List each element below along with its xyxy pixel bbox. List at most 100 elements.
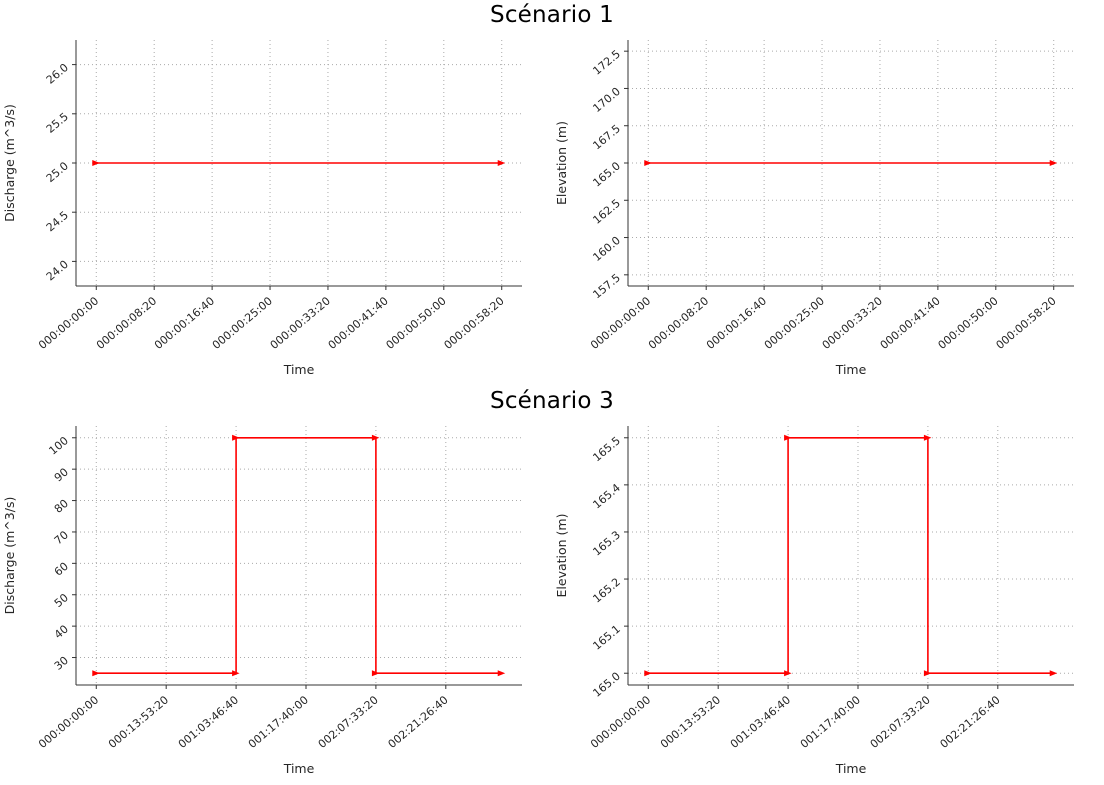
data-point-marker xyxy=(497,670,506,677)
y-tick-label: 165.2 xyxy=(590,575,622,605)
y-tick-label: 165.1 xyxy=(590,622,622,652)
y-tick-label: 165.0 xyxy=(590,670,622,700)
y-tick-label: 70 xyxy=(52,528,71,547)
x-axis-label: Time xyxy=(283,362,315,377)
x-tick-label: 000:00:00:00 xyxy=(36,294,101,352)
data-point-marker xyxy=(371,434,380,441)
x-tick-label: 001:03:46:40 xyxy=(176,693,241,751)
x-tick-label: 000:13:53:20 xyxy=(658,693,723,751)
x-tick-label: 000:00:25:00 xyxy=(210,294,275,352)
scenario3-discharge-plot: 000:00:00:00 000:13:53:20 001:03:46:40 001:… xyxy=(2,426,522,776)
x-tick-label: 000:00:00:00 xyxy=(588,693,653,751)
data-point-marker xyxy=(497,160,506,166)
data-point-marker xyxy=(1049,160,1058,166)
y-tick-label: 25.0 xyxy=(44,159,71,185)
tick-marks xyxy=(624,437,999,689)
y-tick-label: 25.5 xyxy=(44,110,71,136)
data-point-marker xyxy=(232,670,240,677)
y-tick-label: 170.0 xyxy=(590,85,622,115)
data-point-marker xyxy=(371,670,380,677)
axes-spines xyxy=(75,426,522,686)
chart-scenario3-discharge: 000:00:00:00 000:13:53:20 001:03:46:40 001:… xyxy=(0,416,552,785)
x-tick-label: 000:00:50:00 xyxy=(384,294,449,352)
series-line xyxy=(96,436,502,675)
y-tick-label: 26.0 xyxy=(44,61,71,87)
x-tick-label: 000:00:00:00 xyxy=(588,294,653,352)
x-tick-label: 001:17:40:00 xyxy=(246,693,311,751)
y-tick-label: 160.0 xyxy=(590,234,622,264)
grid xyxy=(76,426,522,685)
tick-labels: 000:00:00:00 000:13:53:20 001:03:46:40 001:… xyxy=(588,434,1003,751)
x-tick-label: 002:21:26:40 xyxy=(386,693,451,751)
x-tick-label: 000:00:58:20 xyxy=(442,294,507,352)
data-point-marker xyxy=(644,670,652,677)
data-point-marker xyxy=(784,670,792,677)
data-point-marker xyxy=(784,434,792,441)
grid xyxy=(628,426,1074,685)
y-tick-label: 24.5 xyxy=(44,209,71,235)
y-tick-label: 100 xyxy=(46,434,70,457)
tick-labels: 000:00:00:00000:00:08:20000:00:16:40000:… xyxy=(36,61,507,352)
data-point-marker xyxy=(92,670,100,677)
y-tick-label: 40 xyxy=(52,622,71,641)
y-tick-label: 50 xyxy=(52,591,71,610)
y-tick-label: 162.5 xyxy=(590,197,622,227)
scenario3-elevation-plot: 000:00:00:00 000:13:53:20 001:03:46:40 001:… xyxy=(554,426,1074,776)
y-tick-label: 165.3 xyxy=(590,528,622,558)
tick-labels: 000:00:00:00 000:13:53:20 001:03:46:40 001:… xyxy=(36,434,451,751)
scenario-1-row: 000:00:00:00 000:00:08:20 000:00:16:40 000:… xyxy=(0,30,1104,386)
y-tick-label: 165.0 xyxy=(590,159,622,189)
y-tick-label: 60 xyxy=(52,560,71,579)
data-point-marker xyxy=(232,434,240,441)
chart-scenario1-elevation: 000:00:00:00 000:00:08:20 000:00:16:40 000:… xyxy=(552,30,1104,386)
data-point-marker xyxy=(92,160,100,166)
y-axis-label: Elevation (m) xyxy=(554,121,569,205)
scenario-3-title: Scénario 3 xyxy=(490,388,614,414)
x-tick-label: 000:00:08:20 xyxy=(94,294,159,352)
x-tick-label: 000:00:50:00 xyxy=(936,294,1001,352)
x-tick-label: 002:21:26:40 xyxy=(938,693,1003,751)
chart-scenario3-elevation: 000:00:00:00 000:13:53:20 001:03:46:40 001:… xyxy=(552,416,1104,785)
data-point-marker xyxy=(644,160,652,166)
y-axis-label: Elevation (m) xyxy=(554,514,569,598)
scenario-3-row: 000:00:00:00 000:13:53:20 001:03:46:40 001:… xyxy=(0,416,1104,785)
x-tick-label: 000:00:00:00 xyxy=(36,693,101,751)
x-tick-label: 000:00:33:20 xyxy=(820,294,885,352)
data-point-marker xyxy=(1049,670,1058,677)
data-point-marker xyxy=(923,434,932,441)
y-tick-label: 165.5 xyxy=(590,434,622,464)
x-tick-label: 000:13:53:20 xyxy=(106,693,171,751)
y-axis-label: Discharge (m^3/s) xyxy=(2,104,17,222)
x-tick-label: 000:00:33:20 xyxy=(268,294,333,352)
scenario1-discharge-plot: 000:00:00:00000:00:08:20000:00:16:40000:… xyxy=(2,40,522,377)
x-axis-label: Time xyxy=(835,362,867,377)
tick-marks xyxy=(624,50,1055,290)
y-tick-label: 30 xyxy=(52,654,71,673)
tick-marks xyxy=(72,437,447,689)
y-tick-label: 90 xyxy=(52,466,71,485)
tick-marks xyxy=(72,64,503,290)
x-axis-label: Time xyxy=(835,761,867,776)
x-axis-label: Time xyxy=(283,761,315,776)
y-tick-label: 167.5 xyxy=(590,122,622,152)
x-tick-label: 001:03:46:40 xyxy=(728,693,793,751)
data-point-marker xyxy=(923,670,932,677)
series-line xyxy=(648,436,1054,675)
chart-scenario1-discharge: 000:00:00:00 000:00:08:20 000:00:16:40 000:… xyxy=(0,30,552,386)
x-tick-label: 000:00:16:40 xyxy=(152,294,217,352)
x-tick-label: 000:00:41:40 xyxy=(326,294,391,352)
x-tick-label: 001:17:40:00 xyxy=(798,693,863,751)
x-tick-label: 000:00:08:20 xyxy=(646,294,711,352)
y-tick-label: 165.4 xyxy=(590,481,622,511)
axes-spines xyxy=(627,426,1074,686)
y-tick-label: 24.0 xyxy=(44,258,71,284)
y-tick-label: 157.5 xyxy=(590,271,622,301)
y-axis-label: Discharge (m^3/s) xyxy=(2,497,17,615)
x-tick-label: 000:00:58:20 xyxy=(994,294,1059,352)
x-tick-label: 002:07:33:20 xyxy=(316,693,381,751)
x-tick-label: 000:00:16:40 xyxy=(704,294,769,352)
y-tick-label: 80 xyxy=(52,497,71,516)
